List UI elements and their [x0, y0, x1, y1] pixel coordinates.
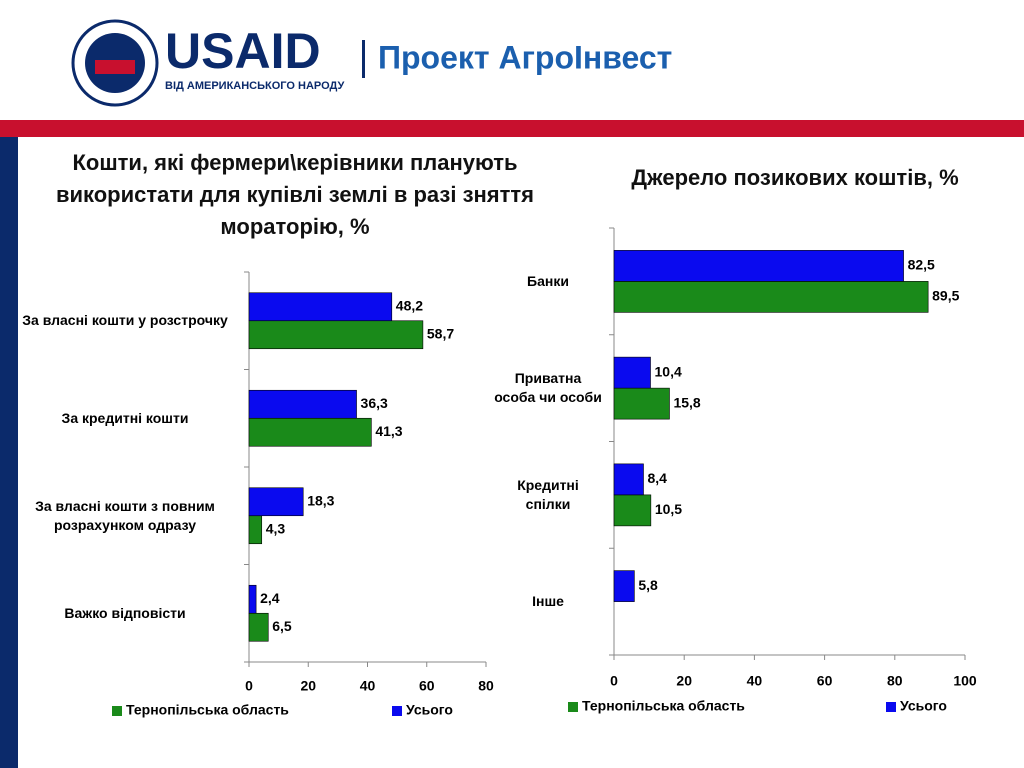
chart-title: Кошти, які фермери\керівники планують ви…	[55, 150, 535, 239]
legend-swatch	[886, 702, 896, 712]
x-tick-label: 80	[478, 678, 494, 694]
value-label: 82,5	[908, 257, 935, 273]
legend-label: Тернопільська область	[582, 698, 745, 714]
value-label: 15,8	[673, 394, 700, 410]
red-band	[0, 120, 1024, 137]
bar	[248, 417, 372, 447]
value-label: 10,4	[655, 363, 682, 379]
value-label: 10,5	[655, 501, 682, 517]
bar	[613, 494, 652, 527]
value-label: 89,5	[932, 288, 959, 304]
value-label: 41,3	[375, 423, 402, 439]
x-tick-label: 0	[610, 673, 618, 689]
bar	[613, 250, 904, 282]
bar	[248, 389, 357, 419]
divider	[362, 40, 365, 78]
x-tick-label: 20	[676, 673, 692, 689]
x-tick-label: 60	[419, 678, 435, 694]
value-label: 48,2	[396, 297, 423, 313]
x-tick-label: 0	[245, 678, 253, 694]
legend-swatch	[392, 706, 402, 716]
value-label: 8,4	[647, 470, 667, 486]
category-label: Банки	[527, 272, 569, 289]
x-tick-label: 100	[953, 673, 977, 689]
logo-title: USAID	[165, 23, 321, 79]
value-label: 2,4	[260, 590, 280, 606]
value-label: 4,3	[266, 520, 286, 536]
x-tick-label: 40	[360, 678, 376, 694]
category-label: Важко відповісти	[64, 604, 186, 621]
x-tick-label: 20	[300, 678, 316, 694]
category-label: Кредитні спілки	[517, 476, 579, 512]
bar	[613, 356, 651, 389]
bar	[248, 612, 269, 642]
category-label: Приватна особа чи особи	[494, 370, 602, 406]
bar	[248, 515, 263, 545]
category-label: За кредитні кошти	[61, 409, 189, 426]
x-tick-label: 40	[747, 673, 763, 689]
bar	[613, 387, 670, 420]
bar	[248, 584, 257, 614]
bar	[248, 320, 424, 350]
x-tick-label: 60	[817, 673, 833, 689]
bar	[613, 463, 644, 496]
bar	[248, 487, 304, 517]
value-label: 6,5	[272, 618, 292, 634]
chart-title: Джерело позикових коштів, %	[631, 165, 959, 190]
side-band	[0, 137, 18, 768]
logo-subtitle: ВІД АМЕРИКАНСЬКОГО НАРОДУ	[165, 80, 344, 92]
legend-label: Усього	[900, 698, 947, 714]
legend-swatch	[112, 706, 122, 716]
category-label: Інше	[532, 593, 564, 610]
legend-swatch	[568, 702, 578, 712]
value-label: 36,3	[361, 395, 388, 411]
x-tick-label: 80	[887, 673, 903, 689]
bar	[613, 281, 929, 313]
legend-label: Тернопільська область	[126, 702, 289, 718]
value-label: 18,3	[307, 492, 334, 508]
value-label: 5,8	[638, 577, 658, 593]
bar	[248, 292, 393, 322]
category-label: За власні кошти у розстрочку	[22, 312, 228, 329]
value-label: 58,7	[427, 325, 454, 341]
legend-label: Усього	[406, 702, 453, 718]
project-name: Проект АгроІнвест	[378, 39, 672, 75]
seal-hands	[95, 60, 135, 74]
bar	[613, 570, 635, 602]
category-label: За власні кошти з повним розрахунком одр…	[35, 497, 215, 533]
